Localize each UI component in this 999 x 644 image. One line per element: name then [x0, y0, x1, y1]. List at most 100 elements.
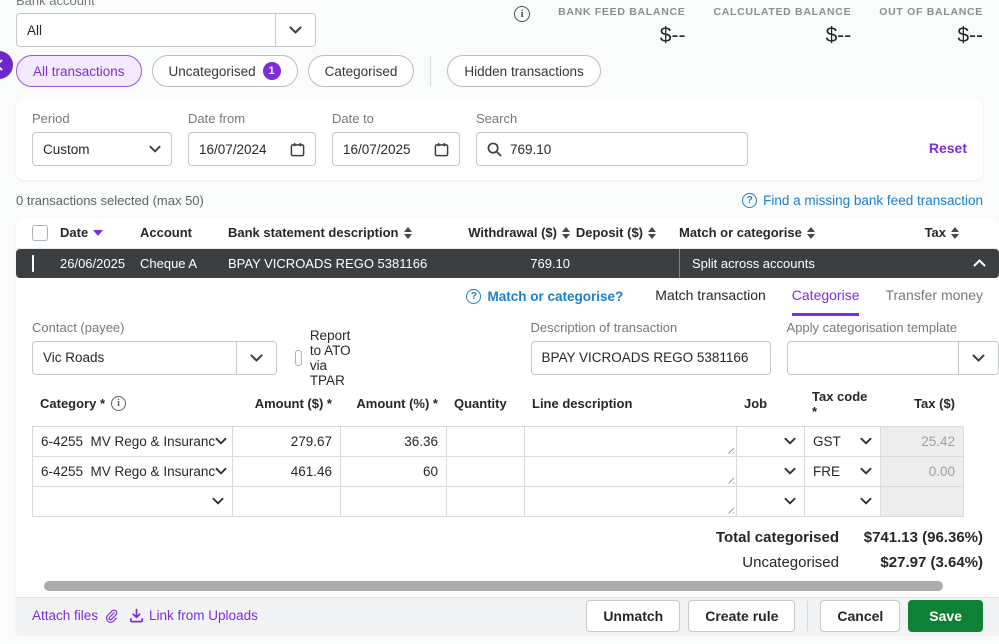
sort-icon: [806, 226, 815, 239]
row-checkbox[interactable]: [32, 254, 34, 272]
column-header-tax-code: Tax code *: [812, 388, 868, 419]
select-all-checkbox[interactable]: [32, 224, 48, 241]
row-withdrawal: 769.10: [530, 255, 570, 271]
tax-code-select[interactable]: FRE: [805, 456, 881, 487]
balances-info-icon[interactable]: [514, 6, 531, 22]
job-select[interactable]: [737, 486, 805, 517]
date-to-field: Date to: [332, 111, 460, 166]
search-input-wrap: [476, 132, 748, 166]
tab-categorise[interactable]: Categorise: [791, 278, 860, 316]
tab-label: Uncategorised: [168, 63, 256, 79]
line-description-input[interactable]: [525, 486, 737, 517]
date-from-label: Date from: [188, 111, 246, 126]
template-value: [788, 342, 958, 374]
top-bar: Bank account All BANK FEED BALANCE $-- C…: [0, 0, 999, 50]
find-missing-transaction-label: Find a missing bank feed transaction: [763, 193, 983, 208]
find-missing-transaction-link[interactable]: Find a missing bank feed transaction: [742, 193, 983, 208]
job-select[interactable]: [737, 456, 805, 487]
job-select[interactable]: [737, 426, 805, 457]
category-value: 6-4255 MV Rego & Insuranc: [41, 463, 216, 479]
template-select[interactable]: [786, 340, 999, 375]
description-input[interactable]: [541, 350, 760, 366]
attach-files-link[interactable]: Attach files: [32, 608, 119, 624]
link-from-uploads-label: Link from Uploads: [149, 608, 258, 624]
reset-filters-link[interactable]: Reset: [928, 139, 967, 156]
date-from-input[interactable]: [199, 141, 282, 157]
contact-chevron-button[interactable]: [236, 341, 276, 374]
link-from-uploads-link[interactable]: Link from Uploads: [129, 608, 258, 623]
tab-all-transactions[interactable]: All transactions: [16, 55, 142, 87]
search-input[interactable]: [510, 141, 737, 157]
row-match-status[interactable]: Split across accounts: [679, 248, 959, 278]
tax-code-select[interactable]: GST: [805, 426, 881, 457]
column-header-account[interactable]: Account: [140, 225, 228, 240]
percent-input[interactable]: 60: [341, 456, 447, 487]
uncategorised-count-badge: 1: [262, 62, 281, 80]
period-select[interactable]: Custom: [32, 132, 172, 166]
tab-transfer-money[interactable]: Transfer money: [885, 287, 983, 304]
contact-select[interactable]: Vic Roads: [32, 340, 277, 375]
template-chevron-button[interactable]: [957, 341, 998, 374]
create-rule-button[interactable]: Create rule: [688, 599, 796, 632]
calendar-icon[interactable]: [434, 142, 449, 157]
scrollbar-thumb[interactable]: [44, 580, 944, 591]
category-select[interactable]: [33, 486, 233, 517]
bank-account-select[interactable]: All: [16, 13, 316, 47]
tab-categorised[interactable]: Categorised: [307, 55, 415, 87]
column-label: Category *: [40, 396, 106, 412]
percent-input[interactable]: [341, 486, 447, 517]
date-to-input[interactable]: [343, 141, 426, 157]
tab-match-transaction[interactable]: Match transaction: [655, 287, 766, 304]
unmatch-button[interactable]: Unmatch: [586, 599, 681, 632]
line-description-input[interactable]: [525, 426, 737, 457]
search-icon: [487, 142, 502, 157]
tax-code-select[interactable]: [805, 486, 881, 517]
line-description-input[interactable]: [525, 456, 737, 487]
attach-files-label: Attach files: [32, 608, 99, 624]
tpar-checkbox[interactable]: [295, 349, 302, 366]
bank-account-field: Bank account All: [16, 0, 316, 47]
collapse-row-button[interactable]: [959, 259, 999, 267]
amount-input[interactable]: 461.46: [233, 456, 341, 487]
tax-code-value: FRE: [813, 463, 840, 479]
transaction-row-selected[interactable]: 26/06/2025 Cheque A BPAY VICROADS REGO 5…: [16, 248, 999, 278]
amount-input[interactable]: [233, 486, 341, 517]
resize-handle[interactable]: [725, 444, 734, 454]
column-header-withdrawal[interactable]: Withdrawal ($): [454, 225, 570, 240]
search-field: Search: [476, 111, 748, 166]
tab-uncategorised[interactable]: Uncategorised 1: [151, 55, 298, 87]
chevron-down-icon: [212, 497, 224, 505]
category-info-icon[interactable]: [111, 396, 127, 412]
column-header-tax[interactable]: Tax: [913, 225, 959, 240]
tab-label: Hidden transactions: [464, 63, 584, 79]
totals: Total categorised $741.13 (96.36%) Uncat…: [32, 529, 983, 571]
category-select[interactable]: 6-4255 MV Rego & Insuranc: [33, 426, 233, 457]
quantity-input[interactable]: [447, 426, 525, 457]
tab-hidden-transactions[interactable]: Hidden transactions: [447, 55, 601, 87]
horizontal-scrollbar[interactable]: [44, 580, 971, 591]
cancel-button[interactable]: Cancel: [820, 599, 901, 632]
save-button[interactable]: Save: [908, 599, 983, 632]
collapse-panel-button[interactable]: [0, 51, 13, 79]
calendar-icon[interactable]: [290, 142, 305, 157]
sort-icon: [562, 226, 570, 239]
quantity-input[interactable]: [447, 486, 525, 517]
column-header-date[interactable]: Date: [60, 225, 140, 240]
category-select[interactable]: 6-4255 MV Rego & Insuranc: [33, 456, 233, 487]
column-header-match[interactable]: Match or categorise: [679, 225, 913, 240]
column-header-description[interactable]: Bank statement description: [228, 225, 454, 240]
transaction-filter-tabs: All transactions Uncategorised 1 Categor…: [0, 51, 999, 88]
resize-handle[interactable]: [725, 504, 734, 514]
column-header-line-description: Line description: [532, 396, 633, 412]
period-value: Custom: [43, 141, 90, 157]
resize-handle[interactable]: [725, 474, 734, 484]
match-or-categorise-help-link[interactable]: Match or categorise?: [466, 289, 623, 305]
amount-input[interactable]: 279.67: [233, 426, 341, 457]
column-header-tax: Tax ($): [914, 396, 955, 412]
column-label: Account: [140, 225, 192, 241]
quantity-input[interactable]: [447, 456, 525, 487]
bank-account-chevron-button[interactable]: [275, 14, 315, 46]
column-header-deposit[interactable]: Deposit ($): [570, 225, 656, 240]
contact-field: Contact (payee) Vic Roads: [32, 320, 277, 375]
percent-input[interactable]: 36.36: [341, 426, 447, 457]
